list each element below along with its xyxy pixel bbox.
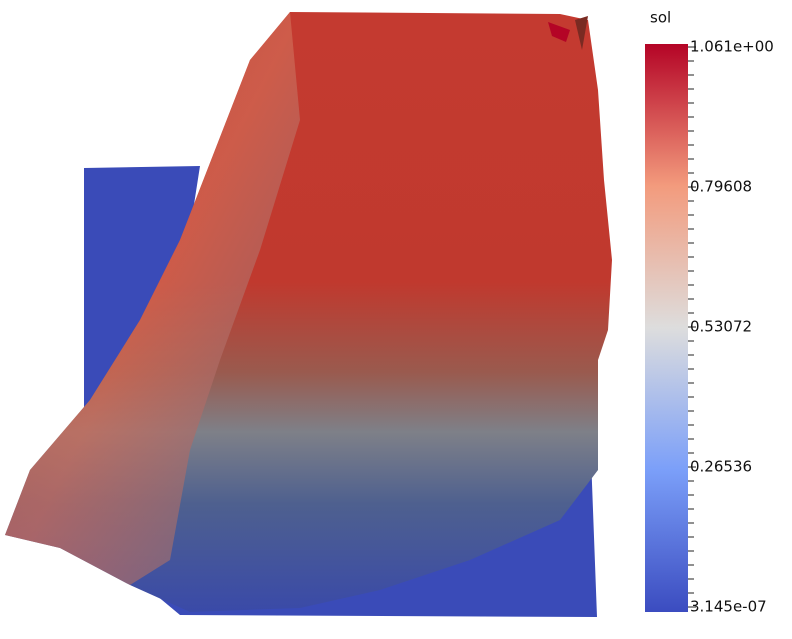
colorbar-labels: 1.061e+00 0.79608 0.53072 0.26536 3.145e-07 (690, 38, 774, 616)
colorbar-label: 3.145e-07 (690, 598, 767, 616)
colorbar (645, 44, 688, 612)
corner-cell (575, 16, 588, 50)
colorbar-label: 1.061e+00 (690, 38, 774, 56)
peak-cell (548, 22, 570, 42)
colorbar-label: 0.26536 (690, 458, 752, 476)
color-legend: sol 1.061e+00 0.79608 0.53072 0.26536 3.145e… (645, 9, 774, 616)
colorbar-title: sol (650, 9, 671, 27)
colorbar-label: 0.79608 (690, 178, 752, 196)
colorbar-label: 0.53072 (690, 318, 752, 336)
surface (5, 12, 612, 617)
colorbar-ticks (688, 46, 696, 608)
left-flank (5, 12, 300, 585)
